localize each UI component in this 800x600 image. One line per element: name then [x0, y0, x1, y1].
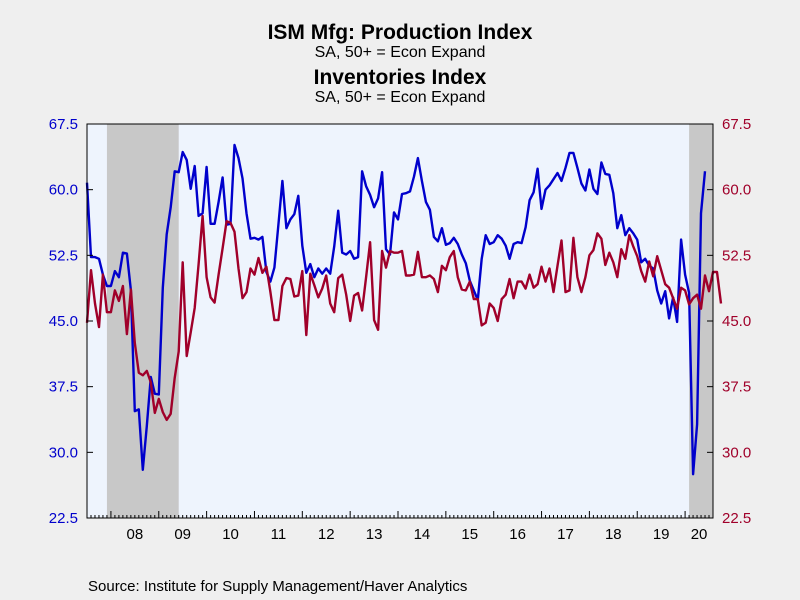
production-title: ISM Mfg: Production Index [268, 21, 533, 44]
inventories-title: Inventories Index [314, 66, 487, 89]
x-tick-label: 12 [318, 526, 335, 543]
left-tick-label: 22.5 [49, 510, 78, 527]
x-axis: 08 09 10 11 12 13 14 15 16 17 18 19 20 [86, 511, 714, 543]
right-y-axis: 67.5 60.0 52.5 45.0 37.5 30.0 22.5 [707, 116, 751, 527]
x-tick-label: 15 [461, 526, 478, 543]
chart-titles: ISM Mfg: Production Index SA, 50+ = Econ… [268, 21, 533, 106]
left-tick-label: 67.5 [49, 116, 78, 133]
left-tick-label: 60.0 [49, 182, 78, 199]
right-tick-label: 45.0 [722, 313, 751, 330]
x-tick-label: 20 [691, 526, 708, 543]
x-tick-label: 16 [509, 526, 526, 543]
x-tick-label: 10 [222, 526, 239, 543]
x-tick-label: 11 [271, 526, 287, 543]
right-tick-label: 67.5 [722, 116, 751, 133]
production-index-line [85, 143, 707, 476]
left-tick-label: 45.0 [49, 313, 78, 330]
source-note: Source: Institute for Supply Management/… [88, 578, 467, 595]
left-y-axis: 67.5 60.0 52.5 45.0 37.5 30.0 22.5 [49, 116, 93, 527]
right-tick-label: 30.0 [722, 444, 751, 461]
recession-shading [106, 124, 713, 518]
right-tick-label: 60.0 [722, 182, 751, 199]
right-tick-label: 52.5 [722, 247, 751, 264]
right-tick-label: 37.5 [722, 379, 751, 396]
left-tick-label: 37.5 [49, 379, 78, 396]
x-tick-label: 08 [127, 526, 144, 543]
x-tick-label: 14 [414, 526, 431, 543]
inventories-index-line [85, 214, 723, 422]
x-tick-label: 19 [653, 526, 670, 543]
x-tick-label: 13 [366, 526, 383, 543]
x-tick-label: 09 [174, 526, 191, 543]
x-tick-label: 17 [557, 526, 574, 543]
left-tick-label: 30.0 [49, 444, 78, 461]
inventories-subtitle: SA, 50+ = Econ Expand [315, 89, 486, 106]
right-tick-label: 22.5 [722, 510, 751, 527]
production-subtitle: SA, 50+ = Econ Expand [315, 44, 486, 61]
recession-band-1 [689, 124, 713, 518]
series-lines [85, 143, 723, 476]
left-tick-label: 52.5 [49, 247, 78, 264]
x-tick-label: 18 [605, 526, 622, 543]
